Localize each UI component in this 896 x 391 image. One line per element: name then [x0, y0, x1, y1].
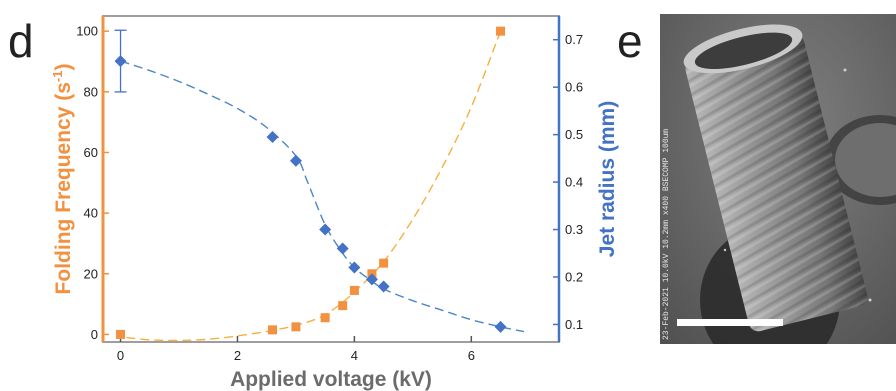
- fit-curves: [120, 30, 525, 342]
- sem-image: 23-Feb-2021 10.0kV 10.2mm x400 BSECOMP 1…: [660, 14, 896, 344]
- point-radius: [289, 154, 302, 167]
- y2-tick-label: 0.7: [565, 32, 583, 47]
- y2-tick-label: 0.6: [565, 80, 583, 95]
- point-radius: [377, 280, 390, 293]
- point-frequency: [116, 329, 126, 339]
- y2-tick-label: 0.5: [565, 127, 583, 142]
- y-tick-label: 100: [76, 24, 98, 39]
- point-frequency: [268, 325, 278, 335]
- y2-axis-title: Jet radius (mm): [596, 101, 619, 257]
- point-frequency: [338, 301, 348, 311]
- x-tick-label: 2: [234, 348, 241, 363]
- y-axis-ticks: 0 20 40 60 80 100: [76, 24, 109, 342]
- point-radius: [348, 261, 361, 274]
- sem-scale-bar: [677, 319, 783, 326]
- y-axis-title-superscript: -1: [50, 71, 65, 83]
- y-tick-label: 60: [84, 145, 98, 160]
- point-frequency: [379, 258, 389, 268]
- y-axis-title-main: Folding Frequency (s: [52, 82, 75, 294]
- point-frequency: [291, 322, 301, 332]
- sem-side-text: 23-Feb-2021 10.0kV 10.2mm x400 BSECOMP 1…: [662, 129, 671, 340]
- fit-curve-frequency: [126, 30, 502, 342]
- point-frequency: [320, 313, 330, 323]
- point-frequency: [349, 285, 359, 295]
- y-tick-label: 40: [84, 206, 98, 221]
- y2-axis-ticks: 0.1 0.2 0.3 0.4 0.5 0.6 0.7: [553, 32, 583, 332]
- panel-label-d: d: [8, 15, 34, 67]
- y2-tick-label: 0.4: [565, 175, 583, 190]
- y-axis-title: Folding Frequency (s-1): [50, 64, 75, 295]
- y2-tick-label: 0.3: [565, 222, 583, 237]
- x-axis-title: Applied voltage (kV): [230, 368, 432, 391]
- point-frequency: [496, 26, 506, 36]
- y-tick-label: 20: [84, 266, 98, 281]
- point-radius: [494, 320, 507, 333]
- panel-label-e: e: [617, 15, 643, 67]
- y2-tick-label: 0.1: [565, 317, 583, 332]
- y-tick-label: 80: [84, 84, 98, 99]
- x-tick-label: 0: [117, 348, 124, 363]
- point-radius: [114, 55, 127, 68]
- x-tick-label: 6: [468, 348, 475, 363]
- y-tick-label: 0: [91, 327, 98, 342]
- data-markers: [114, 26, 507, 339]
- y-axis-title-close: ): [52, 64, 75, 71]
- x-axis-ticks: 0 2 4 6: [117, 336, 475, 363]
- plot-frame: [102, 15, 560, 343]
- point-radius: [319, 223, 332, 236]
- point-radius: [365, 273, 378, 286]
- fit-curve-radius: [120, 60, 525, 333]
- sem-tube: [683, 24, 868, 332]
- point-radius: [336, 242, 349, 255]
- y2-tick-label: 0.2: [565, 269, 583, 284]
- x-tick-label: 4: [351, 348, 358, 363]
- point-radius: [266, 131, 279, 144]
